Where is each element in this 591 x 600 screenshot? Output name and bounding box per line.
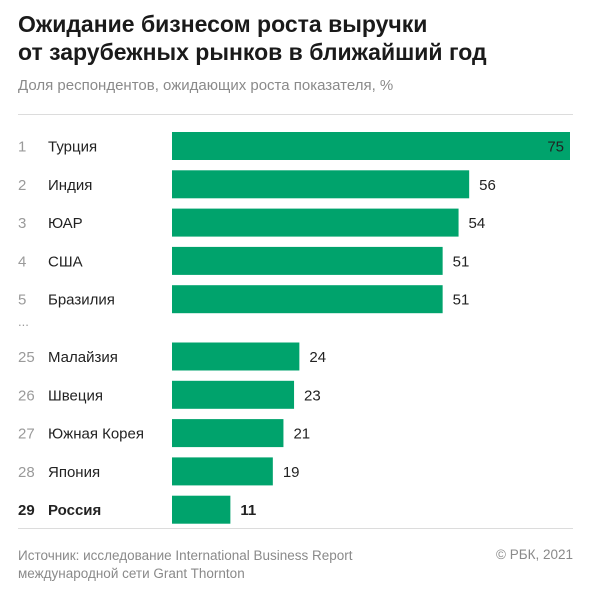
value-label: 51: [453, 253, 470, 270]
rank-label: 27: [18, 426, 35, 443]
rank-label: 26: [18, 387, 35, 404]
chart-subtitle: Доля респондентов, ожидающих роста показ…: [18, 77, 394, 94]
chart-title-line-2: от зарубежных рынков в ближайший год: [18, 39, 487, 65]
value-label: 51: [453, 292, 470, 309]
bar: [172, 380, 295, 409]
bar-chart: 1 Турция 75 2 Индия 56 3 ЮАР 54 4 США 51 5 Бразилия 51…: [18, 132, 570, 524]
bar: [172, 495, 231, 524]
rank-label: 4: [18, 253, 26, 270]
rank-label: 29: [18, 502, 35, 519]
category-label: Индия: [48, 177, 92, 194]
bar: [172, 208, 459, 237]
bar: [172, 285, 443, 314]
rank-label: 5: [18, 292, 26, 309]
chart-title-line-1: Ожидание бизнесом роста выручки: [18, 11, 428, 37]
value-label: 56: [479, 177, 496, 194]
source-note: Источник: исследование International Bus…: [18, 547, 353, 583]
source-note-line-1: Источник: исследование International Bus…: [18, 548, 353, 563]
value-label: 23: [304, 387, 321, 404]
value-label: 54: [469, 215, 486, 232]
category-label: Южная Корея: [48, 426, 144, 443]
bar: [172, 457, 273, 486]
rank-label: 25: [18, 349, 35, 366]
bar: [172, 132, 570, 160]
value-label: 19: [283, 464, 300, 481]
top-divider: [18, 114, 573, 115]
rank-label: 2: [18, 177, 26, 194]
category-label: Малайзия: [48, 349, 118, 366]
rank-label: 3: [18, 215, 26, 232]
category-label: США: [48, 253, 83, 270]
category-label: Япония: [48, 464, 100, 481]
bar: [172, 246, 443, 275]
source-note-line-2: международной сети Grant Thornton: [18, 566, 245, 581]
category-label: ЮАР: [48, 215, 83, 232]
gap-ellipsis: ...: [18, 314, 29, 329]
bar: [172, 419, 284, 448]
bottom-divider: [18, 528, 573, 529]
value-label: 24: [309, 349, 326, 366]
category-label: Бразилия: [48, 292, 115, 309]
chart-title: Ожидание бизнесом роста выручки от заруб…: [18, 10, 578, 66]
value-label: 21: [293, 426, 310, 443]
value-label: 75: [547, 139, 564, 156]
bar: [172, 342, 300, 371]
bar: [172, 170, 470, 199]
category-label: Турция: [48, 139, 97, 156]
category-label: Россия: [48, 502, 101, 519]
category-label: Швеция: [48, 387, 103, 404]
rank-label: 28: [18, 464, 35, 481]
value-label: 11: [240, 502, 256, 519]
copyright: © РБК, 2021: [496, 547, 573, 562]
rank-label: 1: [18, 139, 26, 156]
